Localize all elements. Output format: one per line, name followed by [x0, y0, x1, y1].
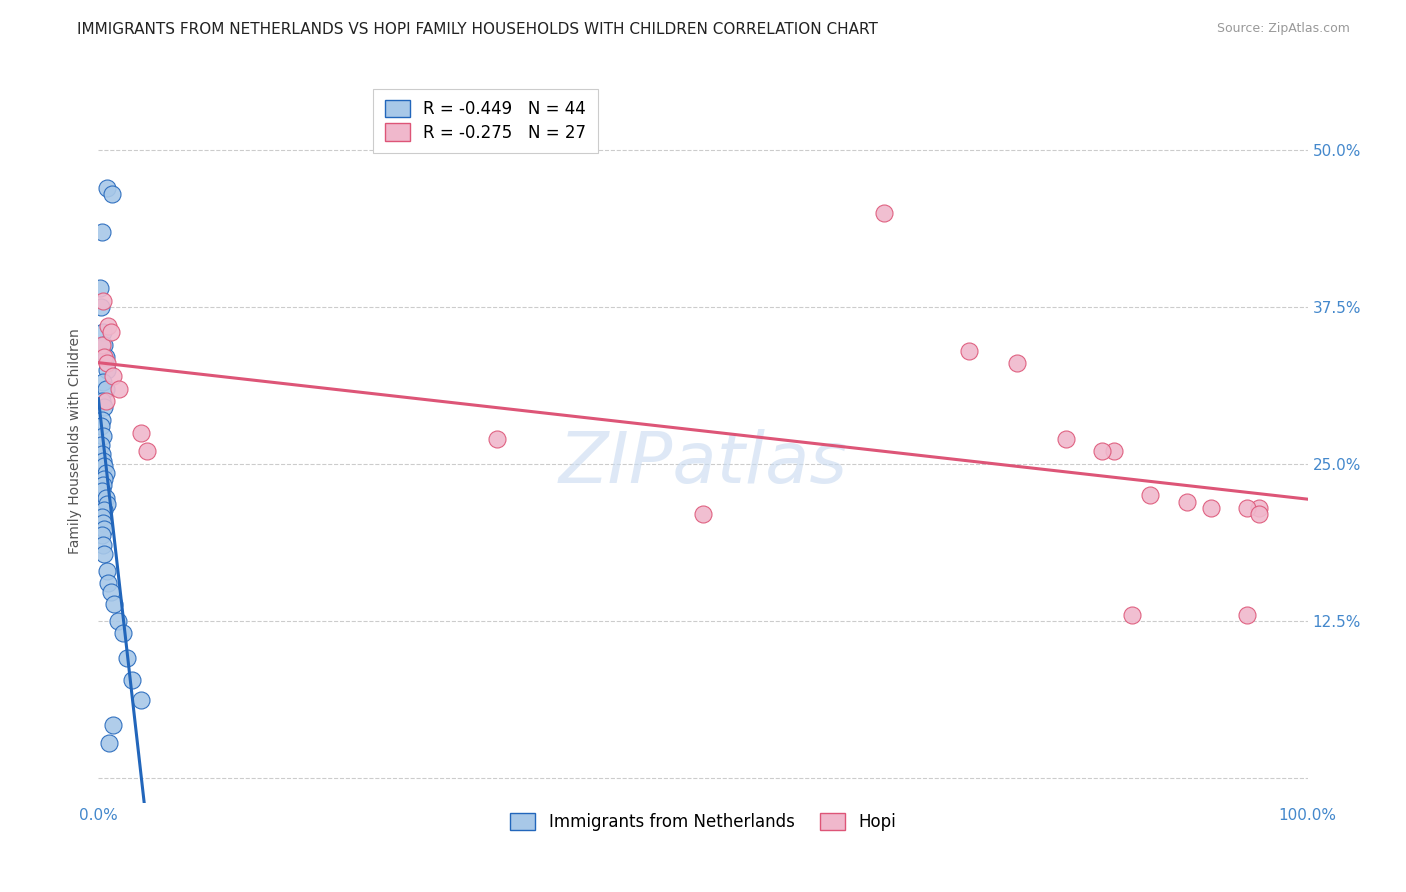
Point — [1102, 444, 1125, 458]
Point — [121, 673, 143, 687]
Point — [129, 425, 152, 440]
Point — [93, 459, 115, 474]
Point — [117, 651, 139, 665]
Point — [94, 382, 117, 396]
Point — [91, 293, 114, 308]
Point — [93, 522, 115, 536]
Point — [91, 539, 114, 553]
Point — [103, 598, 125, 612]
Point — [101, 369, 124, 384]
Point — [957, 343, 980, 358]
Point — [1139, 488, 1161, 502]
Point — [90, 438, 112, 452]
Point — [94, 394, 117, 409]
Point — [135, 444, 157, 458]
Point — [93, 350, 115, 364]
Point — [129, 693, 152, 707]
Point — [91, 509, 114, 524]
Point — [1007, 356, 1029, 370]
Point — [93, 503, 115, 517]
Point — [1054, 432, 1077, 446]
Point — [1236, 500, 1258, 515]
Point — [94, 350, 117, 364]
Point — [1121, 607, 1143, 622]
Point — [91, 516, 114, 530]
Point — [91, 484, 114, 499]
Point — [96, 363, 118, 377]
Point — [96, 356, 118, 370]
Text: IMMIGRANTS FROM NETHERLANDS VS HOPI FAMILY HOUSEHOLDS WITH CHILDREN CORRELATION : IMMIGRANTS FROM NETHERLANDS VS HOPI FAMI… — [77, 22, 879, 37]
Point — [1236, 607, 1258, 622]
Point — [91, 337, 114, 351]
Point — [1175, 494, 1198, 508]
Point — [91, 394, 114, 409]
Text: ZIPatlas: ZIPatlas — [558, 429, 848, 498]
Point — [1199, 500, 1222, 515]
Y-axis label: Family Households with Children: Family Households with Children — [69, 328, 83, 555]
Point — [93, 547, 115, 561]
Point — [91, 429, 114, 443]
Text: Source: ZipAtlas.com: Source: ZipAtlas.com — [1216, 22, 1350, 36]
Point — [100, 325, 122, 339]
Point — [1249, 507, 1271, 521]
Point — [90, 419, 112, 434]
Point — [96, 180, 118, 194]
Point — [100, 186, 122, 201]
Point — [91, 376, 114, 390]
Point — [98, 735, 121, 749]
Point — [93, 472, 115, 486]
Point — [111, 626, 134, 640]
Legend: Immigrants from Netherlands, Hopi: Immigrants from Netherlands, Hopi — [503, 806, 903, 838]
Point — [94, 466, 117, 480]
Point — [692, 507, 714, 521]
Point — [91, 225, 114, 239]
Point — [1249, 500, 1271, 515]
Point — [93, 401, 115, 415]
Point — [91, 325, 114, 339]
Point — [100, 585, 122, 599]
Point — [96, 564, 118, 578]
Point — [101, 718, 124, 732]
Point — [96, 497, 118, 511]
Point — [91, 454, 114, 468]
Point — [91, 413, 114, 427]
Point — [90, 300, 112, 314]
Point — [89, 281, 111, 295]
Point — [91, 528, 114, 542]
Point — [486, 432, 509, 446]
Point — [91, 447, 114, 461]
Point — [97, 318, 120, 333]
Point — [91, 478, 114, 492]
Point — [1091, 444, 1114, 458]
Point — [873, 206, 896, 220]
Point — [97, 576, 120, 591]
Point — [108, 382, 131, 396]
Point — [93, 337, 115, 351]
Point — [94, 491, 117, 505]
Point — [107, 614, 129, 628]
